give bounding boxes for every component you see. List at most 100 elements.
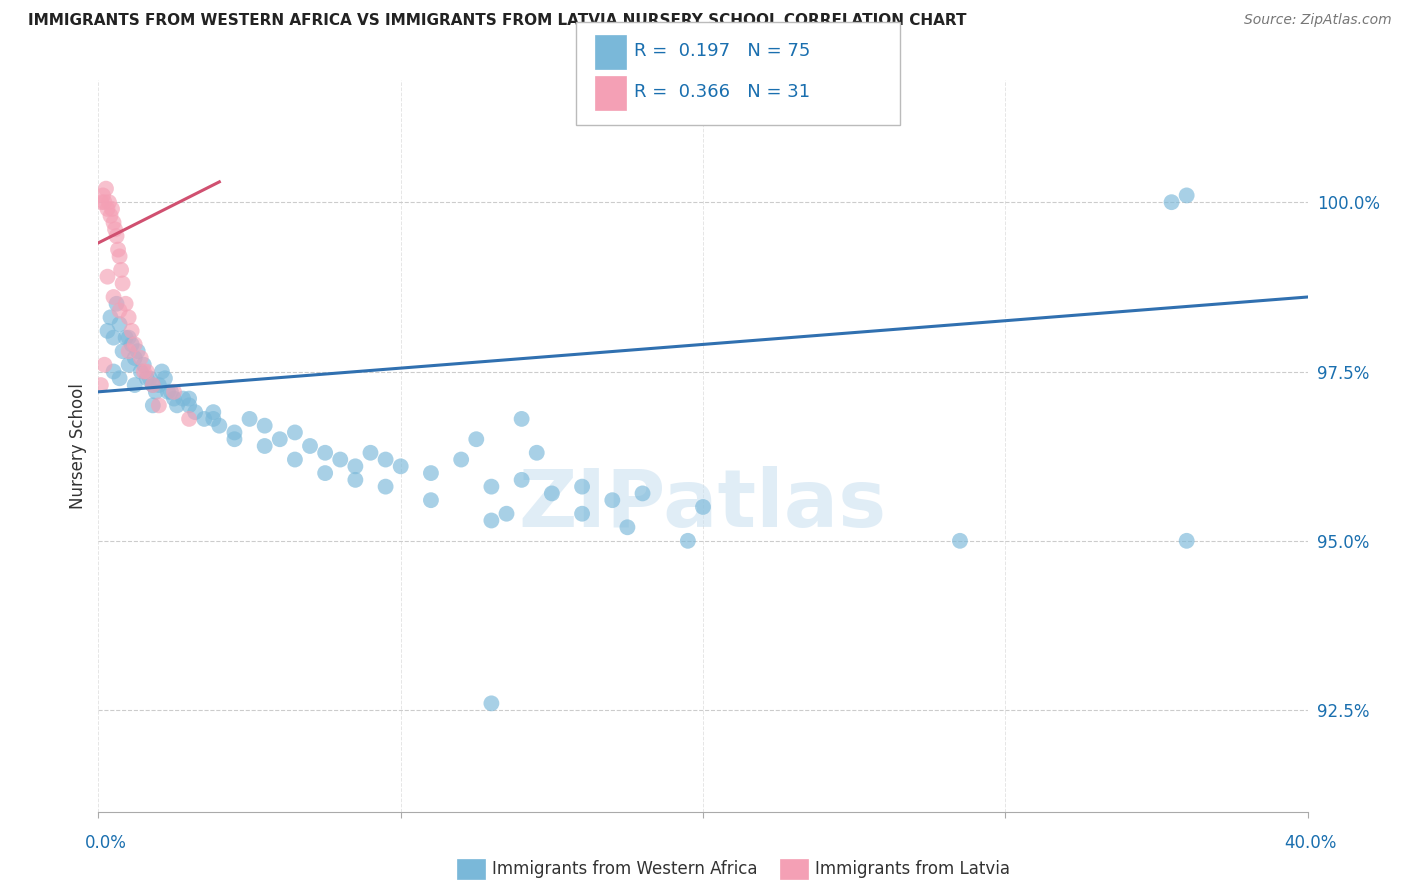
Point (153, 371, 176, 385)
Point (108, 371, 131, 385)
Point (253, 418, 276, 433)
Point (103, 215, 125, 229)
Point (156, 384, 179, 399)
Point (132, 364, 155, 378)
Point (96, 324, 118, 338)
Point (692, 500, 714, 514)
Point (540, 486, 562, 500)
Point (127, 344, 149, 359)
Point (344, 473, 367, 487)
Point (224, 432, 246, 446)
Point (1160, 195, 1182, 210)
Point (602, 493, 624, 508)
Point (105, 229, 128, 244)
Point (179, 398, 201, 412)
Point (142, 378, 165, 392)
Point (90, 195, 112, 210)
Point (108, 249, 131, 263)
Point (114, 297, 136, 311)
Point (111, 277, 134, 291)
Point (269, 432, 291, 446)
Point (100, 209, 122, 223)
Point (96, 202, 118, 216)
Point (481, 514, 503, 528)
Point (179, 412, 201, 426)
Point (108, 303, 131, 318)
Text: Immigrants from Western Africa: Immigrants from Western Africa (492, 860, 758, 878)
Point (163, 392, 186, 406)
Point (224, 425, 246, 440)
Point (118, 310, 141, 325)
Point (1175, 188, 1198, 202)
Point (160, 384, 183, 399)
Point (481, 697, 503, 711)
Text: ZIPatlas: ZIPatlas (519, 466, 887, 543)
Text: Immigrants from Latvia: Immigrants from Latvia (815, 860, 1011, 878)
Point (132, 358, 155, 372)
Point (202, 405, 225, 419)
Point (374, 480, 396, 494)
Point (124, 378, 146, 392)
Point (118, 344, 141, 359)
Point (104, 222, 127, 236)
Point (179, 392, 201, 406)
Point (135, 371, 157, 385)
Point (510, 412, 533, 426)
Point (148, 398, 170, 412)
Point (90, 378, 112, 392)
Y-axis label: Nursery School: Nursery School (69, 383, 87, 509)
Point (949, 533, 972, 548)
Point (284, 425, 307, 440)
Point (202, 412, 225, 426)
Point (314, 466, 336, 480)
Point (616, 520, 638, 534)
Point (124, 337, 146, 351)
Point (142, 398, 165, 412)
Point (571, 507, 593, 521)
Point (299, 439, 322, 453)
Point (481, 480, 503, 494)
Point (676, 533, 699, 548)
Point (420, 466, 443, 480)
Point (105, 297, 128, 311)
Point (631, 486, 654, 500)
Point (121, 324, 143, 338)
Point (91, 188, 114, 202)
Point (172, 392, 194, 406)
Point (284, 452, 307, 467)
Point (329, 452, 352, 467)
Point (495, 507, 517, 521)
Point (94, 181, 117, 195)
Point (114, 331, 136, 345)
Point (374, 452, 396, 467)
Point (193, 412, 215, 426)
Point (103, 331, 125, 345)
Point (1175, 533, 1198, 548)
Point (450, 452, 472, 467)
Point (148, 378, 170, 392)
Text: 0.0%: 0.0% (84, 834, 127, 852)
Point (360, 446, 382, 460)
Text: R =  0.366   N = 31: R = 0.366 N = 31 (634, 83, 810, 101)
Point (184, 405, 207, 419)
Point (166, 398, 188, 412)
Point (389, 459, 412, 474)
Text: Source: ZipAtlas.com: Source: ZipAtlas.com (1244, 13, 1392, 28)
Point (108, 317, 131, 331)
Point (344, 459, 367, 474)
Point (163, 384, 186, 399)
Point (510, 473, 533, 487)
Point (142, 378, 165, 392)
Point (93, 195, 115, 210)
Point (110, 263, 132, 277)
Point (139, 371, 162, 385)
Point (526, 446, 548, 460)
Point (124, 351, 146, 365)
Text: R =  0.197   N = 75: R = 0.197 N = 75 (634, 42, 810, 60)
Point (571, 480, 593, 494)
Point (98, 195, 121, 210)
Point (150, 364, 173, 378)
Point (118, 358, 141, 372)
Point (135, 364, 157, 378)
Point (101, 202, 124, 216)
